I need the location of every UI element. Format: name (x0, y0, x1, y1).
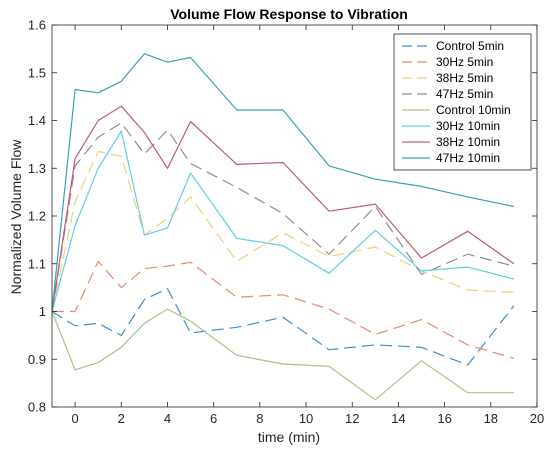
x-tick-label: 6 (210, 411, 217, 426)
legend-box (393, 33, 532, 171)
x-tick-label: 4 (164, 411, 171, 426)
series-line-6 (51, 130, 515, 312)
legend-label-8: 47Hz 10min (436, 151, 500, 165)
series-line-1 (51, 288, 515, 366)
x-tick-label: 16 (437, 411, 451, 426)
x-tick-label: 20 (530, 411, 544, 426)
y-tick-label: 0.9 (28, 352, 46, 367)
x-tick-label: 0 (71, 411, 78, 426)
y-tick-label: 1.5 (28, 65, 46, 80)
series-line-8 (51, 53, 515, 312)
y-tick-label: 1.6 (28, 18, 46, 33)
legend-label-7: 38Hz 10min (436, 135, 500, 149)
series-line-5 (51, 308, 514, 401)
x-tick-label: 8 (256, 411, 263, 426)
legend-label-3: 38Hz 5min (436, 71, 493, 85)
legend-label-2: 30Hz 5min (436, 55, 493, 69)
y-tick-label: 1.3 (28, 161, 46, 176)
series-layer (51, 53, 515, 401)
y-axis-label: Normalized Volume Flow (8, 139, 24, 295)
x-tick-label: 14 (391, 411, 405, 426)
chart-title: Volume Flow Response to Vibration (170, 6, 408, 22)
legend: Control 5min 30Hz 5min 38Hz 5min 47Hz 5min C… (393, 33, 532, 171)
series-line-7 (51, 105, 515, 312)
y-tick-label: 1.1 (28, 256, 46, 271)
y-tick-label: 1 (39, 304, 46, 319)
x-tick-label: 12 (345, 411, 359, 426)
axes-layer: 0 2 4 6 8 10 12 14 16 18 20 0.8 0.9 1 1.1 1.2 1.3 1.4 1.5 1… (28, 18, 544, 427)
x-tick-label: 10 (299, 411, 313, 426)
series-line-2 (52, 260, 515, 359)
series-line-3 (51, 150, 514, 312)
legend-label-6: 30Hz 10min (436, 119, 500, 133)
series-line-4 (51, 122, 515, 312)
x-axis-label: time (min) (258, 429, 320, 445)
legend-label-1: Control 5min (436, 39, 504, 53)
y-tick-label: 0.8 (28, 400, 46, 415)
y-tick-label: 1.4 (28, 113, 46, 128)
x-tick-label: 2 (118, 411, 125, 426)
legend-label-4: 47Hz 5min (436, 87, 493, 101)
y-tick-label: 1.2 (28, 209, 46, 224)
x-tick-label: 18 (484, 411, 498, 426)
legend-label-5: Control 10min (436, 103, 511, 117)
